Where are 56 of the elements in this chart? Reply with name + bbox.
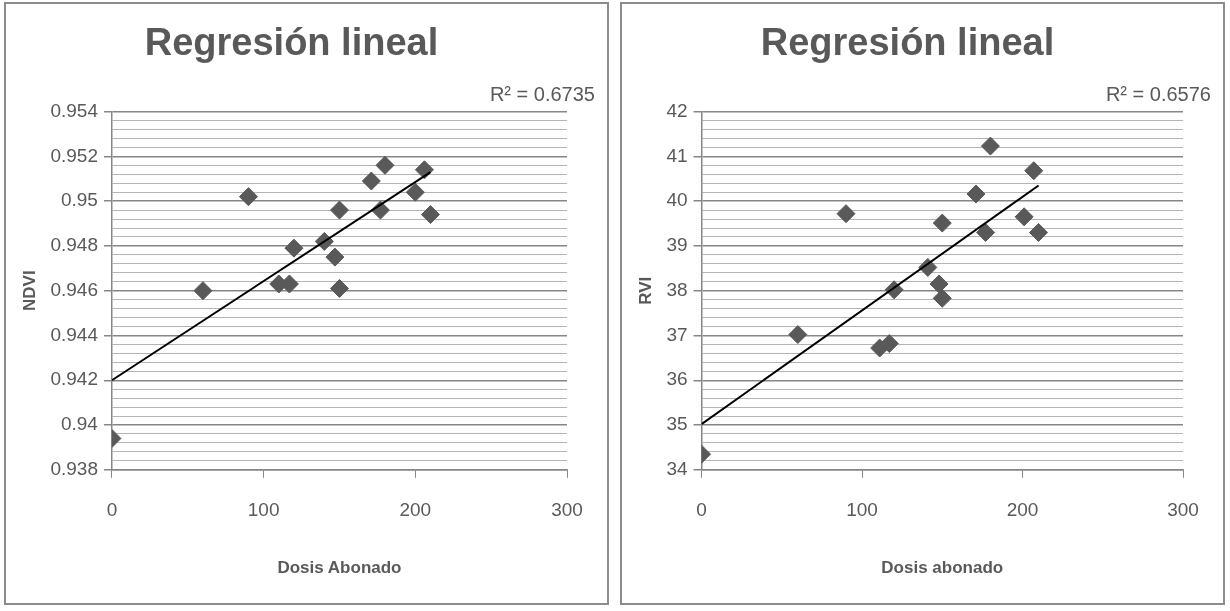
point xyxy=(193,281,213,301)
y-tick-label: 36 xyxy=(666,368,688,390)
y-tick-label: 38 xyxy=(666,278,688,300)
y-tick-label: 0.948 xyxy=(50,234,98,256)
x-tick-label: 100 xyxy=(247,499,280,521)
x-tick-label: 300 xyxy=(551,499,583,521)
point xyxy=(361,171,381,191)
point xyxy=(836,204,856,224)
y-axis-title: NDVI xyxy=(19,270,39,312)
point xyxy=(284,238,304,258)
point xyxy=(1024,161,1044,181)
point xyxy=(238,187,258,207)
y-tick-label: 34 xyxy=(666,458,688,480)
point xyxy=(788,325,808,345)
y-tick-label: 0.954 xyxy=(50,99,99,121)
point xyxy=(932,213,952,233)
text: R² = 0.6735 xyxy=(489,83,595,106)
y-tick-label: 0.94 xyxy=(60,413,99,435)
y-tick-label: 0.952 xyxy=(50,144,98,166)
point xyxy=(1029,222,1049,242)
x-axis-title: Dosis Abonado xyxy=(277,558,402,578)
point xyxy=(325,247,345,267)
x-tick-label: 300 xyxy=(1167,499,1199,521)
x-tick-label: 0 xyxy=(106,499,118,521)
y-tick-label: 0.942 xyxy=(50,368,98,390)
x-tick-label: 100 xyxy=(846,499,878,521)
y-tick-label: 0.95 xyxy=(60,189,98,211)
y-tick-label: 0.944 xyxy=(50,323,99,345)
point xyxy=(1014,207,1034,227)
y-axis-title: RVI xyxy=(635,276,655,305)
point xyxy=(879,334,899,354)
chart-title: Regresión lineal xyxy=(144,21,439,64)
text: R² = 0.6576 xyxy=(1105,83,1211,106)
point xyxy=(375,155,395,175)
point xyxy=(966,184,986,204)
point xyxy=(980,136,1000,156)
point xyxy=(329,200,349,220)
x-tick-label: 0 xyxy=(696,499,707,521)
x-tick-label: 200 xyxy=(399,499,432,521)
x-axis-title: Dosis abonado xyxy=(881,558,1004,578)
y-tick-label: 42 xyxy=(666,99,688,121)
chart-title: Regresión lineal xyxy=(760,21,1055,64)
y-tick-label: 39 xyxy=(666,234,688,256)
x-tick-label: 200 xyxy=(1006,499,1039,521)
y-tick-label: 40 xyxy=(666,189,688,211)
y-tick-label: 0.946 xyxy=(50,278,98,300)
point xyxy=(976,222,996,242)
point xyxy=(420,205,440,225)
point xyxy=(929,274,949,294)
point xyxy=(329,278,349,298)
y-tick-label: 0.938 xyxy=(50,458,98,480)
point xyxy=(405,182,425,202)
y-tick-label: 35 xyxy=(666,413,688,435)
y-tick-label: 37 xyxy=(666,323,688,345)
y-tick-label: 41 xyxy=(666,144,688,166)
point xyxy=(932,288,952,308)
